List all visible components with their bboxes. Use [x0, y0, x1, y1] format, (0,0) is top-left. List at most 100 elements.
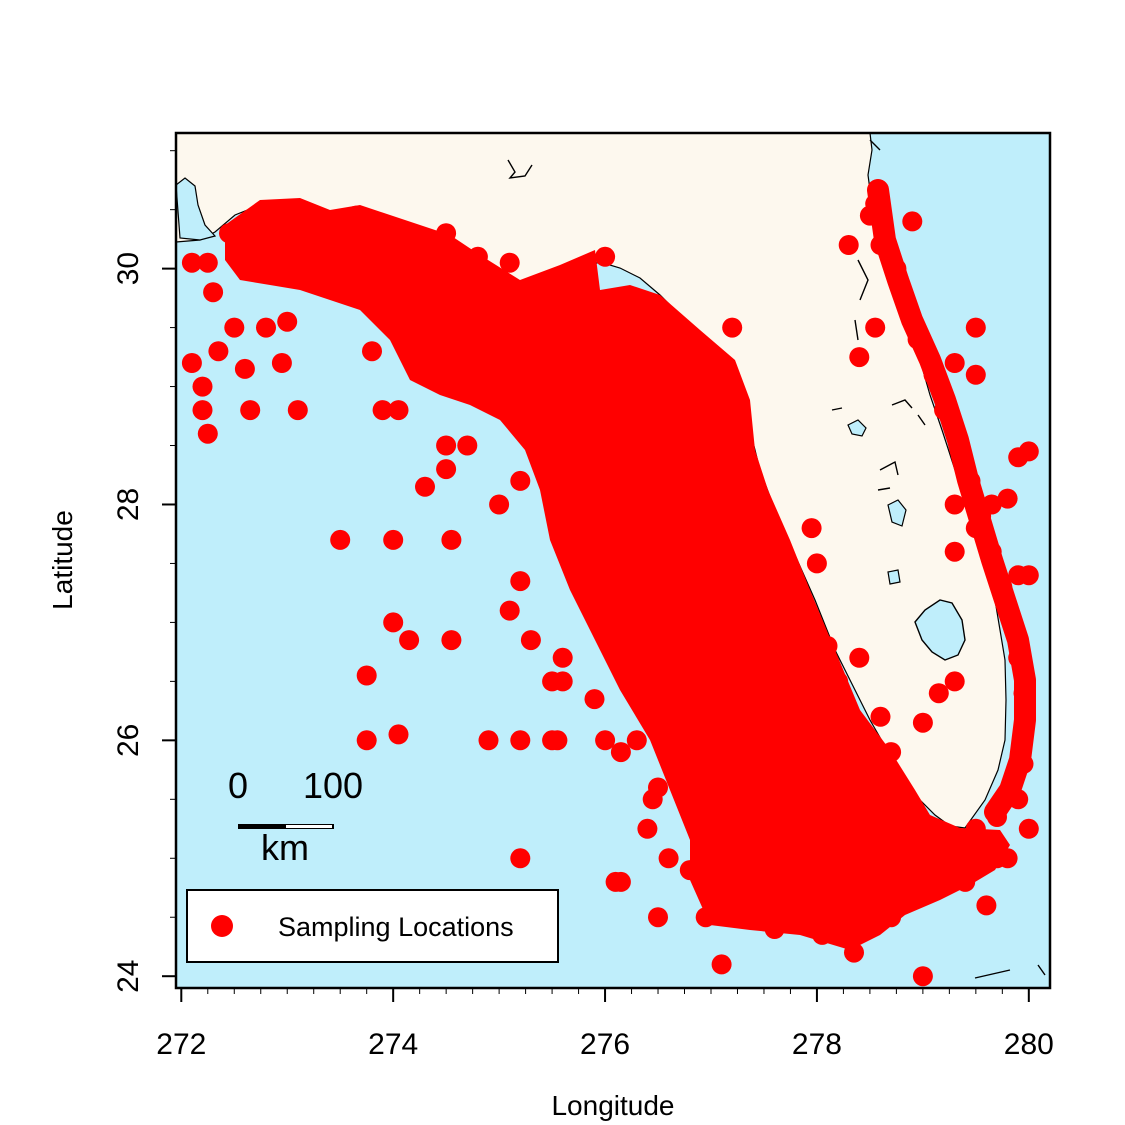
x-axis-title: Longitude: [551, 1090, 674, 1121]
sampling-point: [240, 400, 261, 421]
sampling-point: [256, 205, 276, 226]
sampling-point: [775, 777, 796, 798]
sampling-point: [441, 630, 462, 651]
sampling-point: [817, 636, 838, 656]
sampling-point: [796, 748, 817, 768]
sampling-point: [743, 659, 764, 680]
sampling-point: [600, 447, 621, 468]
sampling-point: [912, 712, 933, 733]
sampling-point: [420, 258, 441, 279]
sampling-point: [515, 329, 536, 350]
sampling-point: [743, 506, 764, 527]
sampling-point: [881, 742, 902, 763]
sampling-point: [976, 895, 997, 916]
bay-outline: [176, 177, 217, 241]
sampling-point: [801, 518, 822, 539]
sampling-point: [626, 730, 647, 751]
sampling-point: [764, 919, 785, 939]
sampling-point: [499, 364, 520, 385]
sampling-point: [510, 571, 531, 592]
sampling-point: [648, 695, 668, 715]
sampling-point: [436, 435, 457, 456]
sampling-point: [547, 730, 568, 751]
y-tick-label: 30: [112, 252, 145, 285]
sampling-point: [621, 400, 642, 421]
sampling-point: [219, 223, 239, 244]
sampling-point: [902, 824, 923, 845]
sampling-point: [441, 529, 462, 550]
sampling-point: [277, 311, 298, 332]
legend-marker: [211, 915, 233, 937]
coast-detail: [854, 139, 1046, 979]
sampling-point: [944, 842, 965, 863]
sampling-point: [695, 370, 716, 391]
sampling-point: [669, 470, 690, 491]
x-tick-label: 280: [1004, 1028, 1054, 1061]
sampling-point: [828, 783, 849, 804]
sampling-point: [197, 423, 218, 444]
sampling-point: [383, 612, 404, 633]
sampling-point: [701, 435, 721, 456]
sampling-point: [817, 848, 838, 869]
scale-bar-segment: [286, 825, 332, 828]
sampling-point: [314, 276, 335, 297]
sampling-point: [457, 276, 478, 297]
lake-okeechobee: [914, 599, 966, 661]
sampling-point: [520, 288, 541, 309]
sampling-point: [595, 730, 616, 751]
sampling-point: [510, 848, 531, 869]
sampling-point: [828, 671, 849, 692]
sampling-point: [759, 801, 780, 822]
sampling-point: [277, 258, 298, 279]
sampling-point: [743, 742, 764, 763]
x-tick-label: 278: [792, 1028, 842, 1061]
sampling-point: [648, 341, 668, 362]
sampling-point: [372, 400, 393, 421]
sampling-point: [208, 341, 229, 362]
sampling-point: [732, 553, 753, 574]
sampling-point: [563, 282, 584, 303]
east-coast-band: [867, 179, 1036, 823]
sampling-point: [356, 730, 377, 751]
sampling-point: [552, 335, 573, 356]
sampling-point: [732, 907, 753, 928]
sampling-point: [838, 235, 859, 255]
sampling-point: [944, 494, 965, 515]
sampling-point: [870, 706, 891, 727]
legend: Sampling Locations: [186, 889, 559, 963]
sampling-point: [632, 565, 653, 586]
sampling-point: [351, 288, 372, 309]
sampling-point: [844, 942, 864, 963]
sampling-point: [775, 571, 796, 592]
sampling-point: [478, 730, 499, 751]
sampling-point: [701, 889, 721, 910]
sampling-point: [987, 848, 1007, 869]
sampling-point: [1018, 441, 1039, 462]
sampling-point: [923, 854, 944, 875]
small-lake: [507, 159, 533, 179]
y-axis-title: Latitude: [47, 510, 78, 610]
sampling-point: [610, 742, 631, 763]
sampling-point: [928, 683, 949, 704]
sampling-point: [467, 246, 488, 267]
sampling-point: [383, 529, 404, 550]
sampling-point: [965, 818, 986, 839]
sampling-point: [727, 400, 748, 421]
sampling-point: [849, 742, 870, 763]
sampling-point: [563, 482, 584, 503]
small-lake: [847, 419, 867, 437]
sampling-point: [653, 553, 674, 574]
sampling-point: [944, 541, 965, 562]
sampling-point: [865, 317, 886, 338]
sampling-point: [722, 883, 743, 904]
sampling-point: [383, 305, 404, 326]
sampling-point: [944, 353, 965, 373]
small-lake: [887, 499, 907, 527]
sampling-point: [701, 518, 721, 539]
y-tick-label: 28: [112, 488, 145, 521]
x-axis: 272 274 276 278 280: [156, 988, 1054, 1061]
sampling-point: [552, 671, 573, 692]
sampling-point: [181, 252, 202, 273]
legend-label: Sampling Locations: [278, 912, 514, 942]
sampling-point: [902, 211, 923, 232]
